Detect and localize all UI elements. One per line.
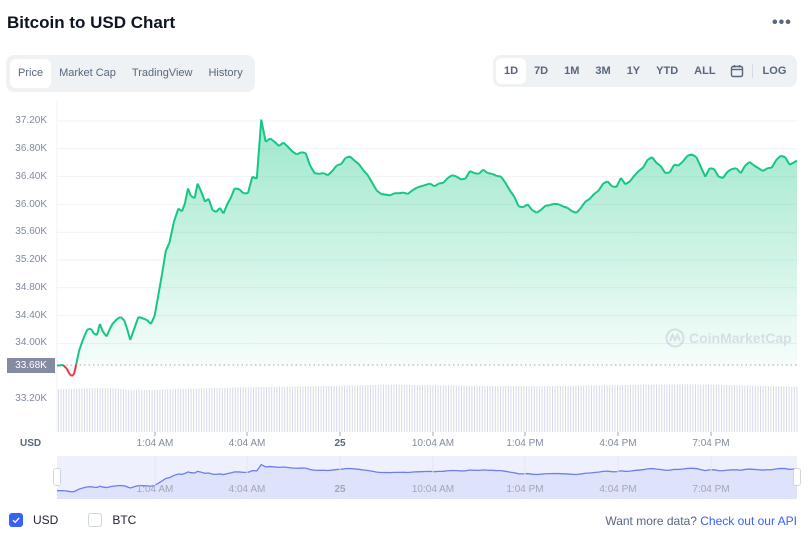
x-tick-label: 1:04 PM bbox=[506, 438, 544, 449]
navigator-tick-label: 4:04 AM bbox=[228, 484, 266, 495]
y-tick-label: 35.60K bbox=[15, 226, 47, 237]
x-tick-label: 7:04 PM bbox=[692, 438, 730, 449]
gridlines bbox=[57, 120, 797, 344]
btc-label: BTC bbox=[112, 513, 137, 527]
api-link[interactable]: Check out our API bbox=[700, 514, 797, 528]
y-tick-label: 33.20K bbox=[15, 393, 47, 404]
api-prompt: Want more data? bbox=[605, 514, 697, 528]
x-axis-ticks bbox=[154, 432, 712, 436]
x-tick-label: 4:04 AM bbox=[228, 438, 266, 449]
range-1y[interactable]: 1Y bbox=[626, 65, 641, 77]
tab-price[interactable]: Price bbox=[10, 59, 52, 88]
range-1m[interactable]: 1M bbox=[564, 65, 580, 77]
btc-checkbox[interactable] bbox=[88, 513, 103, 527]
y-tick-label: 35.20K bbox=[15, 254, 47, 265]
current-price-marker: 33.68K bbox=[7, 358, 55, 373]
y-tick-label: 36.80K bbox=[15, 143, 47, 154]
navigator-tick-label: 1:04 PM bbox=[506, 484, 544, 495]
range-3m[interactable]: 3M bbox=[595, 65, 611, 77]
time-range-selector: 1D 7D 1M 3M 1Y YTD ALL LOG bbox=[493, 55, 798, 87]
price-line-down bbox=[62, 364, 78, 377]
navigator-tick-label: 1:04 AM bbox=[136, 484, 174, 495]
tab-history[interactable]: History bbox=[208, 67, 243, 79]
y-tick-label: 34.00K bbox=[15, 337, 47, 348]
navigator-tick-label: 4:04 PM bbox=[599, 484, 637, 495]
navigator-tick-label: 10:04 AM bbox=[411, 484, 455, 495]
tab-tradingview[interactable]: TradingView bbox=[131, 67, 193, 79]
tab-market-cap[interactable]: Market Cap bbox=[59, 67, 116, 79]
y-tick-label: 36.00K bbox=[15, 199, 47, 210]
y-tick-label: 37.20K bbox=[15, 115, 47, 126]
x-tick-label-date: 25 bbox=[334, 438, 346, 449]
coinmarketcap-watermark: CoinMarketCap bbox=[665, 328, 792, 348]
navigator-tick-label: 25 bbox=[334, 484, 346, 495]
x-tick-label: 4:04 PM bbox=[599, 438, 637, 449]
navigator-left-handle[interactable] bbox=[53, 468, 61, 486]
range-all[interactable]: ALL bbox=[694, 65, 716, 77]
navigator-right-handle[interactable] bbox=[793, 468, 801, 486]
currency-axis-label: USD bbox=[20, 438, 42, 449]
watermark-text: CoinMarketCap bbox=[689, 330, 792, 346]
coinmarketcap-logo-icon bbox=[665, 328, 685, 348]
divider bbox=[751, 64, 753, 78]
date-range-button[interactable] bbox=[724, 58, 750, 84]
more-options-button[interactable]: ••• bbox=[772, 14, 792, 31]
range-ytd[interactable]: YTD bbox=[656, 65, 679, 77]
chart-type-tabs: Price Market Cap TradingView History bbox=[6, 55, 255, 92]
navigator-tick-label: 7:04 PM bbox=[692, 484, 730, 495]
usd-checkbox[interactable] bbox=[9, 513, 23, 527]
currency-legend: USD BTC bbox=[9, 513, 166, 527]
x-tick-label: 10:04 AM bbox=[411, 438, 455, 449]
log-scale-toggle[interactable]: LOG bbox=[762, 65, 787, 77]
api-promo: Want more data? Check out our API bbox=[605, 514, 797, 528]
range-1d[interactable]: 1D bbox=[496, 58, 527, 84]
x-tick-label: 1:04 AM bbox=[136, 438, 174, 449]
y-tick-label: 34.40K bbox=[15, 310, 47, 321]
usd-label: USD bbox=[33, 513, 59, 527]
checkmark-icon bbox=[12, 517, 20, 524]
range-7d[interactable]: 7D bbox=[534, 65, 549, 77]
y-tick-label: 36.40K bbox=[15, 171, 47, 182]
y-tick-label: 34.80K bbox=[15, 282, 47, 293]
calendar-icon bbox=[730, 65, 743, 78]
page-title: Bitcoin to USD Chart bbox=[7, 13, 176, 32]
volume-bars bbox=[58, 384, 798, 432]
